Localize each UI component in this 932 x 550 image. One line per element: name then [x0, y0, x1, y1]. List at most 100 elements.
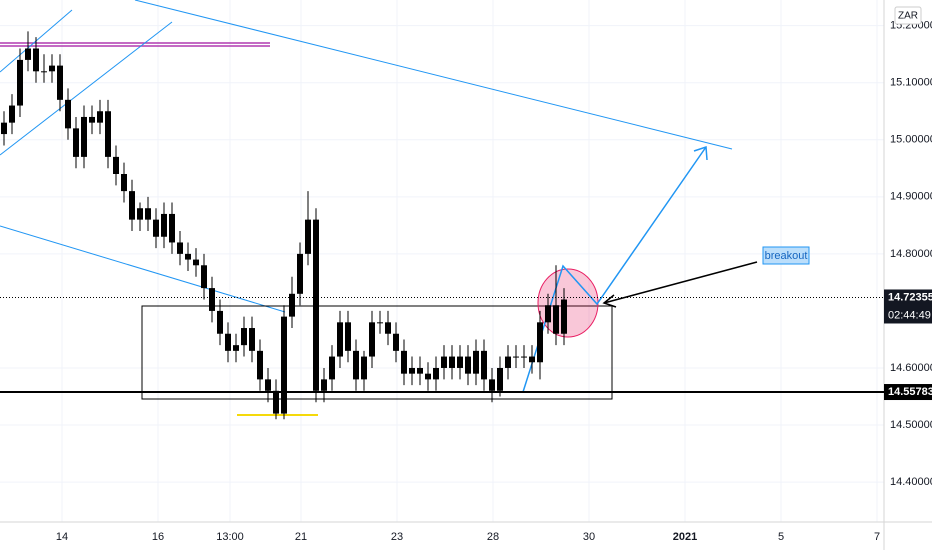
candle-body	[393, 333, 399, 351]
candle-body	[537, 322, 543, 363]
candle-body	[505, 356, 511, 368]
candle-body	[297, 253, 303, 294]
x-tick-label: 23	[391, 531, 403, 543]
last-price-label: 14.72355	[888, 291, 932, 303]
candle-body	[353, 350, 359, 380]
x-tick-label: 5	[778, 531, 784, 543]
x-tick-label: 7	[874, 531, 880, 543]
range-box	[141, 305, 613, 400]
currency: ZAR	[898, 11, 918, 22]
candle-body	[113, 156, 119, 174]
level-label: 14.55783	[888, 386, 932, 398]
candle-body	[289, 293, 295, 317]
candle-body	[49, 65, 55, 72]
candle-body	[201, 265, 207, 289]
level-label-box	[884, 384, 932, 401]
candle-body	[561, 299, 567, 334]
candle-body	[81, 116, 87, 157]
candle-body	[33, 48, 39, 72]
candle-body	[465, 356, 471, 374]
y-tick-label: 14.60000	[890, 362, 932, 374]
candle-body	[329, 356, 335, 380]
candle-body	[417, 367, 423, 374]
candle-body	[401, 350, 407, 374]
y-tick-label: 14.80000	[890, 248, 932, 260]
candle-body	[305, 219, 311, 254]
candle-body	[545, 305, 551, 323]
trend-line	[134, 0, 733, 150]
y-tick-label: 14.50000	[890, 419, 932, 431]
candle-body	[361, 356, 367, 380]
candle-body	[521, 356, 527, 358]
candle-body	[41, 71, 47, 73]
x-tick-label: 28	[487, 531, 499, 543]
candle-body	[265, 379, 271, 391]
candle-body	[97, 111, 103, 123]
trend-line	[0, 225, 286, 313]
candle-body	[241, 328, 247, 346]
candle-body	[65, 99, 71, 129]
candle-body	[481, 350, 487, 380]
x-tick-label: 16	[152, 531, 164, 543]
candle-body	[281, 316, 287, 414]
annotation-box	[762, 246, 810, 265]
x-tick-label: 13:00	[216, 531, 244, 543]
candle-body	[497, 367, 503, 391]
countdown: 02:44:49	[888, 309, 931, 321]
candle-body	[105, 111, 111, 157]
candle-body	[121, 174, 127, 192]
candle-body	[193, 259, 199, 266]
y-tick-label: 14.40000	[890, 476, 932, 488]
candle-body	[433, 367, 439, 380]
candle-body	[233, 345, 239, 351]
candle-body	[145, 208, 151, 220]
candle-body	[473, 350, 479, 374]
candle-body	[345, 322, 351, 351]
projection-path	[522, 146, 707, 393]
x-tick-label: 30	[583, 531, 595, 543]
candle-body	[425, 373, 431, 380]
candle-body	[129, 191, 135, 220]
candle-body	[441, 356, 447, 368]
candle-body	[449, 356, 455, 368]
candle-body	[1, 122, 7, 135]
candle-body	[321, 379, 327, 391]
candle-body	[489, 379, 495, 391]
y-tick-label: 14.90000	[890, 191, 932, 203]
candle-body	[9, 105, 15, 123]
candle-body	[529, 356, 535, 363]
projection-arrowhead	[693, 145, 708, 161]
candle-body	[209, 288, 215, 311]
candle-body	[169, 213, 175, 243]
candle-body	[89, 116, 95, 123]
candle-body	[57, 65, 63, 100]
candle-body	[137, 208, 143, 220]
candle-body	[457, 356, 463, 368]
candle-body	[225, 333, 231, 351]
candle-body	[385, 322, 391, 334]
pointer-arrow	[603, 261, 758, 304]
candle-body	[553, 305, 559, 334]
currency-box	[894, 6, 922, 25]
y-tick-label: 15.10000	[890, 77, 932, 89]
channel-line	[0, 21, 173, 156]
candle-body	[369, 322, 375, 357]
candle-body	[273, 390, 279, 414]
candle-body	[313, 219, 319, 391]
candle-body	[185, 253, 191, 260]
candle-body	[73, 128, 79, 157]
x-tick-label: 2021	[673, 531, 697, 543]
candle-body	[249, 328, 255, 351]
highlight-circle	[537, 268, 599, 338]
candle-body	[153, 219, 159, 237]
candle-body	[217, 310, 223, 334]
last-price-box	[884, 289, 932, 324]
annotation: breakout	[765, 250, 808, 262]
candle-body	[337, 322, 343, 357]
pointer-arrowhead	[602, 294, 617, 308]
candle-body	[257, 350, 263, 380]
y-tick-label: 15.00000	[890, 134, 932, 146]
candle-body	[377, 322, 383, 324]
x-tick-label: 21	[295, 531, 307, 543]
